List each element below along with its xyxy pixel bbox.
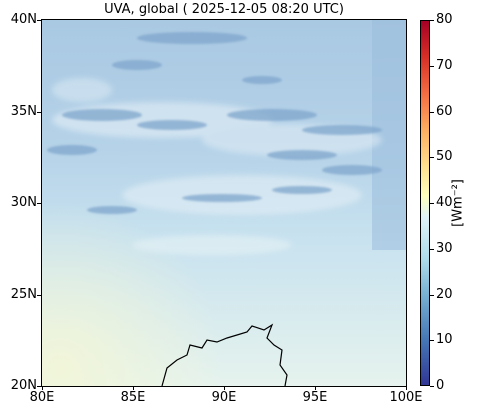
lon-tick-label: 90E	[211, 390, 237, 405]
lon-tick-mark	[315, 386, 316, 390]
lat-tick-label: 25N	[10, 286, 37, 302]
colorbar-tick-mark	[430, 66, 434, 67]
lon-tick-label: 80E	[29, 390, 55, 405]
colorbar-tick-label: 60	[436, 103, 453, 119]
lat-tick-label: 40N	[10, 12, 37, 27]
coastline	[161, 323, 288, 386]
lat-tick-label: 20N	[10, 378, 37, 393]
colorbar-tick-mark	[430, 157, 434, 158]
lat-tick-mark	[37, 20, 41, 21]
lat-tick-label: 35N	[10, 103, 37, 119]
colorbar-tick-label: 40	[436, 195, 453, 210]
colorbar-tick-label: 70	[436, 57, 453, 73]
colorbar-tick-label: 10	[436, 332, 453, 348]
lat-tick-mark	[37, 112, 41, 113]
colorbar-tick-label: 50	[436, 149, 453, 165]
lat-tick-mark	[37, 295, 41, 296]
dark-cloud-streaks	[47, 32, 382, 214]
lon-tick-label: 100E	[389, 390, 423, 405]
colorbar-tick-label: 30	[436, 240, 453, 256]
lat-tick-mark	[37, 386, 41, 387]
lon-tick-mark	[133, 386, 134, 390]
colorbar-tick-mark	[430, 20, 434, 21]
map-area[interactable]	[42, 20, 406, 386]
lat-tick-mark	[37, 203, 41, 204]
colorbar-tick-mark	[430, 112, 434, 113]
colorbar-tick-mark	[430, 295, 434, 296]
lon-tick-label: 95E	[302, 390, 328, 405]
colorbar-tick-label: 20	[436, 286, 453, 302]
colorbar-tick-label: 0	[436, 378, 445, 393]
lat-tick-label: 30N	[10, 195, 37, 210]
uva-field	[42, 20, 406, 386]
lon-tick-mark	[406, 386, 407, 390]
colorbar-tick-label: 80	[436, 12, 453, 27]
lon-tick-label: 85E	[120, 390, 146, 405]
colorbar-tick-mark	[430, 340, 434, 341]
colorbar-label: [Wm⁻²]	[450, 179, 466, 227]
lon-tick-mark	[224, 386, 225, 390]
colorbar-tick-mark	[430, 203, 434, 204]
colorbar-tick-mark	[430, 249, 434, 250]
colorbar	[420, 20, 430, 386]
map-title: UVA, global ( 2025-12-05 08:20 UTC)	[104, 2, 344, 17]
colorbar-tick-mark	[430, 386, 434, 387]
lon-tick-mark	[42, 386, 43, 390]
